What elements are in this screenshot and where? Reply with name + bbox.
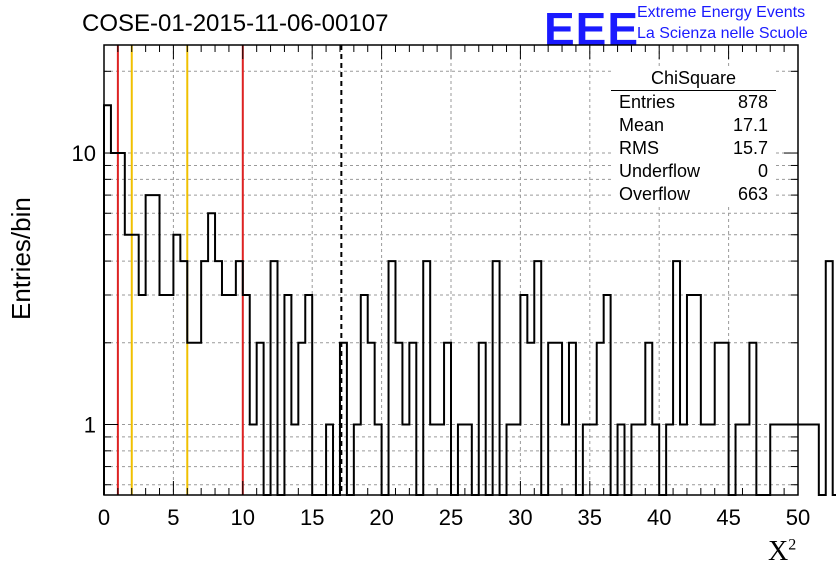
stats-title: ChiSquare <box>611 66 776 91</box>
histogram-bin <box>520 295 527 495</box>
stats-label: Underflow <box>619 161 701 181</box>
histogram-bin <box>687 295 694 495</box>
histogram-bin <box>368 343 375 495</box>
x-axis-label-base: X <box>768 536 789 567</box>
stats-rows: Entries 878 Mean 17.1 RMS 15.7 Underflow 0 Overf… <box>611 91 776 206</box>
histogram-bin <box>125 235 132 495</box>
histogram-bin <box>555 343 562 495</box>
x-tick-label: 45 <box>716 505 740 530</box>
histogram-bin <box>222 295 229 495</box>
x-tick-label: 10 <box>231 505 255 530</box>
x-tick-label: 0 <box>98 505 110 530</box>
logo-line-1: Extreme Energy Events <box>637 4 806 21</box>
stats-row-underflow: Underflow 0 <box>611 160 776 183</box>
stats-row-overflow: Overflow 663 <box>611 183 776 206</box>
histogram-bin <box>389 261 396 495</box>
histogram-bin <box>208 213 215 495</box>
histogram-bin <box>798 425 805 495</box>
y-axis-label: Entries/bin <box>6 197 36 320</box>
histogram-bin <box>153 195 160 495</box>
histogram-bin <box>694 295 701 495</box>
histogram-bin <box>236 261 243 495</box>
histogram-bin <box>146 195 153 495</box>
histogram-bin <box>812 425 819 495</box>
histogram-bin <box>139 295 146 495</box>
stats-value: 663 <box>737 184 768 204</box>
x-tick-label: 20 <box>369 505 393 530</box>
histogram-bin <box>444 343 451 495</box>
histogram-bin <box>527 343 534 495</box>
histogram-bin <box>749 343 756 495</box>
histogram-bin <box>604 295 611 495</box>
histogram-bin <box>305 295 312 495</box>
stats-box: ChiSquare Entries 878 Mean 17.1 RMS 15.7 Under… <box>611 66 776 206</box>
histogram-bin <box>187 343 194 495</box>
stats-row-entries: Entries 878 <box>611 91 776 114</box>
stats-row-mean: Mean 17.1 <box>611 114 776 137</box>
stats-value: 17.1 <box>732 115 768 135</box>
stats-label: Overflow <box>619 184 691 204</box>
histogram-bin <box>722 343 729 495</box>
x-axis-label-sup: 2 <box>788 536 797 554</box>
x-tick-label: 35 <box>578 505 602 530</box>
eee-logo-mark: EEE <box>544 3 640 55</box>
histogram-bin <box>180 261 187 495</box>
histogram-bin <box>423 261 430 495</box>
histogram-bin <box>160 295 167 495</box>
histogram-bin <box>271 261 278 495</box>
x-tick-label: 40 <box>647 505 671 530</box>
histogram-bin <box>479 343 486 495</box>
histogram-bin <box>493 261 500 495</box>
histogram-bin <box>409 343 416 495</box>
x-tick-label: 25 <box>439 505 463 530</box>
histogram-bars <box>103 104 836 496</box>
x-axis-label: X2 <box>768 536 796 568</box>
histogram-bin <box>645 343 652 495</box>
reference-lines <box>116 45 343 495</box>
stats-label: Entries <box>619 92 676 112</box>
stats-value: 15.7 <box>732 138 768 158</box>
histogram-bin <box>229 295 236 495</box>
histogram-bin <box>597 343 604 495</box>
stats-value: 0 <box>757 161 768 181</box>
x-tick-label: 30 <box>508 505 532 530</box>
histogram-bin <box>111 153 118 495</box>
histogram-bin <box>257 343 264 495</box>
y-tick-label: 1 <box>84 413 96 438</box>
histogram-bin <box>569 343 576 495</box>
x-tick-label: 15 <box>300 505 324 530</box>
histogram-bin <box>215 261 222 495</box>
histogram-bin <box>826 261 833 495</box>
histogram-bin <box>395 343 402 495</box>
histogram-bin <box>194 343 201 495</box>
histogram-bin <box>284 295 291 495</box>
histogram-bin <box>715 343 722 495</box>
x-tick-label: 50 <box>786 505 810 530</box>
chart-title: COSE-01-2015-11-06-00107 <box>82 10 389 37</box>
histogram-bin <box>534 261 541 495</box>
histogram-bin <box>166 295 173 495</box>
histogram-bin <box>132 235 139 495</box>
histogram-bin <box>673 261 680 495</box>
histogram-bin <box>118 153 125 495</box>
histogram-bin <box>201 261 208 495</box>
histogram-bin <box>173 235 180 495</box>
histogram-outline <box>103 104 836 496</box>
histogram-bin <box>361 295 368 495</box>
histogram-bin <box>805 425 812 495</box>
axis-ticks: 0 5 10 15 20 25 30 35 40 45 50 1 10 <box>72 45 810 530</box>
logo-line-2: La Scienza nelle Scuole <box>637 25 808 42</box>
stats-row-rms: RMS 15.7 <box>611 137 776 160</box>
x-tick-label: 5 <box>167 505 179 530</box>
stats-label: RMS <box>619 138 659 158</box>
histogram-bin <box>548 343 555 495</box>
y-tick-label: 10 <box>72 141 96 166</box>
stats-value: 878 <box>737 92 768 112</box>
histogram-bin <box>243 295 250 495</box>
stats-label: Mean <box>619 115 665 135</box>
histogram-bin <box>298 343 305 495</box>
